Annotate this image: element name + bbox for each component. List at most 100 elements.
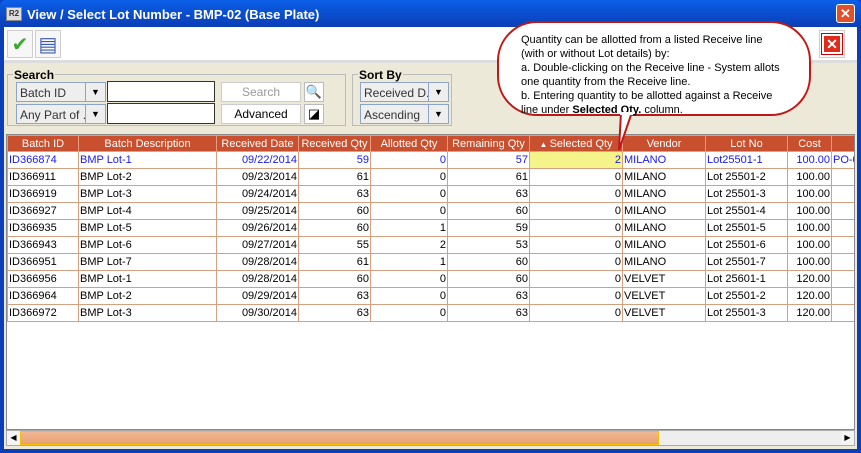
selected-qty-cell[interactable]: 2 xyxy=(529,151,623,169)
table-cell: 60 xyxy=(447,270,530,288)
column-header[interactable]: Remaining Qty xyxy=(447,135,530,152)
table-cell: 09/24/2014 xyxy=(216,185,299,203)
scroll-left-icon[interactable]: ◀ xyxy=(7,431,20,445)
table-cell: ID366951 xyxy=(7,253,79,271)
table-row[interactable]: ID366935 BMP Lot-5 09/26/2014 60 1 59 0 MILANO L… xyxy=(7,219,854,237)
table-row[interactable]: ID366943 BMP Lot-6 09/27/2014 55 2 53 0 MILANO L… xyxy=(7,236,854,254)
table-cell: BMP Lot-4 xyxy=(78,202,217,220)
table-cell: ID366935 xyxy=(7,219,79,237)
sort-ascending-icon: ▲ xyxy=(539,139,550,149)
window-close-button[interactable]: ✕ xyxy=(836,4,855,23)
column-header[interactable]: Received Qty xyxy=(298,135,371,152)
search-input-1[interactable] xyxy=(107,81,215,102)
callout-pointer xyxy=(618,112,634,151)
table-cell: 1 xyxy=(370,253,448,271)
table-cell: 09/28/2014 xyxy=(216,253,299,271)
sort-field-value: Received D... xyxy=(364,86,428,100)
selected-qty-cell[interactable]: 0 xyxy=(529,304,623,322)
table-row[interactable]: ID366874 BMP Lot-1 09/22/2014 59 0 57 2 MILANO L… xyxy=(7,151,854,169)
selected-qty-cell[interactable]: 0 xyxy=(529,219,623,237)
table-cell: 09/23/2014 xyxy=(216,168,299,186)
callout-line: line under Selected Qty. column. xyxy=(521,103,787,117)
match-type-select[interactable]: Any Part of ...▼ xyxy=(16,104,106,124)
table-cell: Lot 25501-5 xyxy=(705,219,788,237)
table-cell: 60 xyxy=(298,202,371,220)
column-header[interactable]: Allotted Qty xyxy=(370,135,448,152)
table-cell: 100.00 xyxy=(787,236,832,254)
table-cell: PO-0 xyxy=(831,151,854,169)
table-cell: 60 xyxy=(447,253,530,271)
search-legend: Search xyxy=(13,68,56,82)
horizontal-scrollbar[interactable]: ◀ ▶ xyxy=(6,430,855,446)
table-cell: 57 xyxy=(447,151,530,169)
selected-qty-cell[interactable]: 0 xyxy=(529,185,623,203)
search-button[interactable]: Search xyxy=(221,82,301,102)
table-cell: 120.00 xyxy=(787,270,832,288)
sort-panel: Sort By Received D...▼ Ascending ▼ xyxy=(352,68,452,126)
table-row[interactable]: ID366964 BMP Lot-2 09/29/2014 63 0 63 0 VELVET L… xyxy=(7,287,854,305)
column-header[interactable] xyxy=(831,135,854,152)
selected-qty-cell[interactable]: 0 xyxy=(529,287,623,305)
selected-qty-cell[interactable]: 0 xyxy=(529,202,623,220)
sort-order-select[interactable]: Ascending ▼ xyxy=(360,104,449,124)
title-bar: R2 View / Select Lot Number - BMP-02 (Ba… xyxy=(6,4,319,24)
document-icon[interactable]: ▤ xyxy=(35,30,61,58)
column-header[interactable]: Received Date xyxy=(216,135,299,152)
table-row[interactable]: ID366911 BMP Lot-2 09/23/2014 61 0 61 0 MILANO L… xyxy=(7,168,854,186)
table-row[interactable]: ID366951 BMP Lot-7 09/28/2014 61 1 60 0 MILANO L… xyxy=(7,253,854,271)
callout-line: Quantity can be allotted from a listed R… xyxy=(521,34,763,46)
table-row[interactable]: ID366927 BMP Lot-4 09/25/2014 60 0 60 0 MILANO L… xyxy=(7,202,854,220)
table-cell: ID366874 xyxy=(7,151,79,169)
table-cell: 09/25/2014 xyxy=(216,202,299,220)
table-cell: 0 xyxy=(370,287,448,305)
table-cell: Lot 25501-6 xyxy=(705,236,788,254)
table-cell xyxy=(831,219,854,237)
table-cell: 0 xyxy=(370,304,448,322)
table-cell: 09/29/2014 xyxy=(216,287,299,305)
table-cell xyxy=(831,287,854,305)
sort-field-select[interactable]: Received D...▼ xyxy=(360,82,449,102)
selected-qty-cell[interactable]: 0 xyxy=(529,168,623,186)
table-cell: BMP Lot-1 xyxy=(78,270,217,288)
search-field-value: Batch ID xyxy=(20,86,67,100)
column-header[interactable]: Cost xyxy=(787,135,832,152)
chevron-down-icon: ▼ xyxy=(85,83,105,101)
table-cell: 63 xyxy=(298,287,371,305)
chevron-down-icon: ▼ xyxy=(85,105,105,123)
table-cell: 61 xyxy=(298,253,371,271)
table-cell: 2 xyxy=(370,236,448,254)
column-header[interactable]: Batch ID xyxy=(7,135,79,152)
column-header[interactable]: Lot No xyxy=(705,135,788,152)
column-header-label: Selected Qty xyxy=(549,137,613,150)
checkmark-icon[interactable]: ✔ xyxy=(7,30,33,58)
table-cell: VELVET xyxy=(622,304,706,322)
table-row[interactable]: ID366972 BMP Lot-3 09/30/2014 63 0 63 0 VELVET L… xyxy=(7,304,854,322)
match-type-value: Any Part of ... xyxy=(20,108,85,122)
table-cell: 63 xyxy=(298,304,371,322)
table-cell: Lot 25501-3 xyxy=(705,304,788,322)
advanced-button[interactable]: Advanced xyxy=(221,104,301,124)
table-cell: Lot 25501-7 xyxy=(705,253,788,271)
search-panel: Search Batch ID ▼ Any Part of ...▼ Search… xyxy=(7,68,346,126)
close-button[interactable]: ✕ xyxy=(819,30,845,58)
scroll-thumb[interactable] xyxy=(20,431,659,445)
table-row[interactable]: ID366956 BMP Lot-1 09/28/2014 60 0 60 0 VELVET L… xyxy=(7,270,854,288)
column-header[interactable]: ▲ Selected Qty xyxy=(529,135,623,152)
search-input-2[interactable] xyxy=(107,103,215,124)
scroll-right-icon[interactable]: ▶ xyxy=(841,431,854,445)
table-cell xyxy=(831,202,854,220)
column-header[interactable]: Batch Description xyxy=(78,135,217,152)
advanced-search-icon[interactable]: ◪ xyxy=(304,104,324,124)
sort-legend: Sort By xyxy=(358,68,403,82)
selected-qty-cell[interactable]: 0 xyxy=(529,236,623,254)
callout-line: one quantity from the Receive line. xyxy=(521,76,691,88)
table-cell: 63 xyxy=(447,287,530,305)
selected-qty-cell[interactable]: 0 xyxy=(529,270,623,288)
table-cell: 60 xyxy=(298,270,371,288)
table-cell: 55 xyxy=(298,236,371,254)
selected-qty-cell[interactable]: 0 xyxy=(529,253,623,271)
table-row[interactable]: ID366919 BMP Lot-3 09/24/2014 63 0 63 0 MILANO L… xyxy=(7,185,854,203)
magnifier-icon[interactable]: 🔍 xyxy=(304,82,324,102)
table-cell: 60 xyxy=(447,202,530,220)
search-field-select[interactable]: Batch ID ▼ xyxy=(16,82,106,102)
